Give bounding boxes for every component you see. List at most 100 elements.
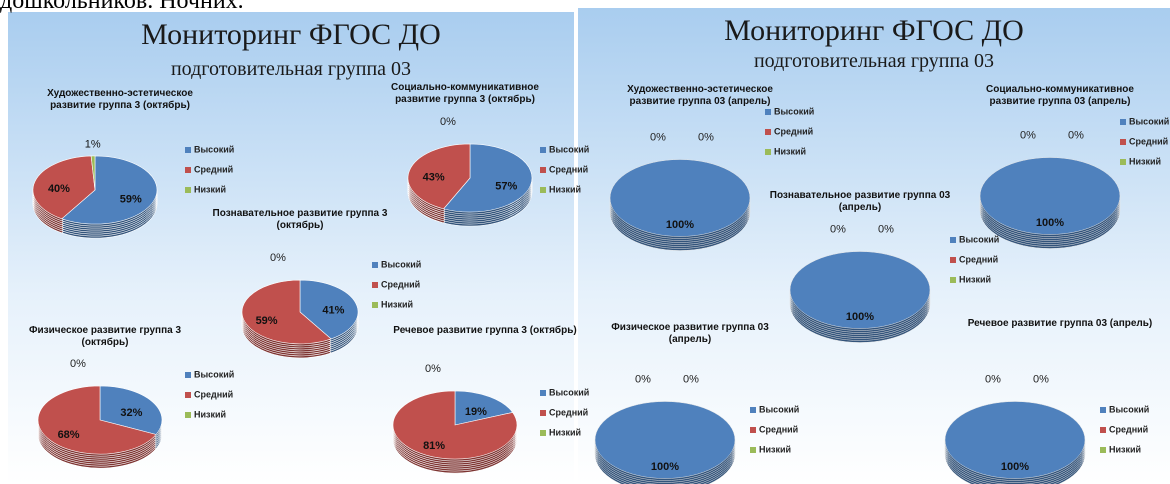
legend-label: Низкий bbox=[1109, 444, 1141, 454]
pie-slice bbox=[407, 143, 471, 210]
legend-swatch bbox=[950, 237, 956, 243]
legend-swatch bbox=[372, 262, 378, 268]
pie-slice bbox=[443, 143, 533, 213]
data-label: 0% bbox=[1020, 129, 1036, 141]
legend-label: Высокий bbox=[381, 259, 421, 269]
pie-title: Художественно-эстетическое развитие груп… bbox=[47, 88, 193, 111]
legend-swatch bbox=[185, 147, 191, 153]
data-label: 0% bbox=[440, 116, 456, 128]
data-label: 0% bbox=[635, 373, 651, 385]
legend-swatch bbox=[540, 430, 546, 436]
legend-swatch bbox=[540, 187, 546, 193]
data-label: 59% bbox=[256, 315, 278, 327]
legend-label: Низкий bbox=[549, 184, 581, 194]
legend-label: Высокий bbox=[959, 234, 999, 244]
legend-swatch bbox=[765, 129, 771, 135]
legend-label: Высокий bbox=[759, 404, 799, 414]
legend-label: Средний bbox=[1109, 424, 1148, 434]
legend-swatch bbox=[185, 372, 191, 378]
legend-label: Низкий bbox=[774, 146, 806, 156]
pie-slice bbox=[609, 159, 751, 237]
legend-swatch bbox=[750, 447, 756, 453]
legend-label: Средний bbox=[759, 424, 798, 434]
legend-label: Высокий bbox=[1129, 116, 1169, 126]
legend-label: Высокий bbox=[194, 144, 234, 154]
legend-swatch bbox=[185, 392, 191, 398]
pie-slice bbox=[454, 390, 514, 426]
slide-subtitle: подготовительная группа 03 bbox=[170, 58, 412, 80]
pie-slice bbox=[37, 385, 157, 455]
pie-title: Художественно-эстетическое развитие груп… bbox=[627, 84, 773, 107]
legend-swatch bbox=[185, 187, 191, 193]
legend-swatch bbox=[1120, 159, 1126, 165]
pie-title: Социально-коммуникативное развитие групп… bbox=[391, 82, 539, 105]
legend-label: Высокий bbox=[774, 106, 814, 116]
legend-swatch bbox=[950, 277, 956, 283]
pie-slice bbox=[594, 401, 736, 479]
data-label: 40% bbox=[48, 183, 70, 195]
legend-label: Высокий bbox=[1109, 404, 1149, 414]
data-label: 0% bbox=[425, 363, 441, 375]
legend-swatch bbox=[1100, 427, 1106, 433]
pie-slice bbox=[32, 155, 96, 220]
legend-label: Низкий bbox=[194, 184, 226, 194]
data-label: 19% bbox=[465, 406, 487, 418]
caption: дошкольников. Ночних. bbox=[0, 0, 244, 14]
legend-label: Низкий bbox=[194, 409, 226, 419]
data-label: 1% bbox=[85, 139, 101, 151]
data-label: 0% bbox=[70, 358, 86, 370]
pie-slice bbox=[61, 155, 158, 225]
legend-swatch bbox=[540, 390, 546, 396]
data-label: 100% bbox=[846, 311, 874, 323]
legend-label: Низкий bbox=[549, 427, 581, 437]
data-label: 0% bbox=[683, 373, 699, 385]
legend-label: Низкий bbox=[959, 274, 991, 284]
legend-swatch bbox=[1120, 119, 1126, 125]
legend-swatch bbox=[950, 257, 956, 263]
legend-label: Средний bbox=[194, 389, 233, 399]
data-label: 0% bbox=[878, 223, 894, 235]
data-label: 32% bbox=[120, 407, 142, 419]
pie-title: Речевое развитие группа 3 (октябрь) bbox=[393, 325, 577, 336]
data-label: 0% bbox=[698, 131, 714, 143]
legend-swatch bbox=[765, 149, 771, 155]
data-label: 81% bbox=[423, 440, 445, 452]
legend-swatch bbox=[1100, 447, 1106, 453]
legend-label: Низкий bbox=[759, 444, 791, 454]
data-label: 0% bbox=[985, 373, 1001, 385]
data-label: 57% bbox=[495, 180, 517, 192]
data-label: 100% bbox=[1001, 461, 1029, 473]
slide-subtitle: подготовительная группа 03 bbox=[753, 50, 995, 72]
pie-title: Познавательное развитие группа 03 (апрел… bbox=[769, 190, 951, 213]
legend-swatch bbox=[540, 147, 546, 153]
pie-slice bbox=[789, 251, 931, 329]
data-label: 41% bbox=[322, 305, 344, 317]
pie-slice bbox=[241, 279, 332, 345]
data-label: 43% bbox=[423, 171, 445, 183]
legend-label: Средний bbox=[549, 407, 588, 417]
legend-label: Низкий bbox=[381, 299, 413, 309]
legend-swatch bbox=[1100, 407, 1106, 413]
data-label: 0% bbox=[1068, 129, 1084, 141]
legend-swatch bbox=[185, 167, 191, 173]
legend-swatch bbox=[540, 167, 546, 173]
data-label: 68% bbox=[58, 429, 80, 441]
pie-slice bbox=[979, 157, 1121, 235]
data-label: 0% bbox=[830, 223, 846, 235]
legend-swatch bbox=[750, 407, 756, 413]
slide-title: Мониторинг ФГОС ДО bbox=[724, 14, 1024, 47]
data-label: 0% bbox=[270, 252, 286, 264]
data-label: 100% bbox=[666, 219, 694, 231]
data-label: 0% bbox=[650, 131, 666, 143]
data-label: 100% bbox=[651, 461, 679, 473]
legend-label: Высокий bbox=[549, 387, 589, 397]
data-label: 0% bbox=[1033, 373, 1049, 385]
legend-swatch bbox=[1120, 139, 1126, 145]
legend-swatch bbox=[185, 412, 191, 418]
data-label: 59% bbox=[120, 194, 142, 206]
legend-swatch bbox=[372, 302, 378, 308]
legend-label: Средний bbox=[774, 126, 813, 136]
legend-label: Средний bbox=[1129, 136, 1168, 146]
legend-swatch bbox=[765, 109, 771, 115]
